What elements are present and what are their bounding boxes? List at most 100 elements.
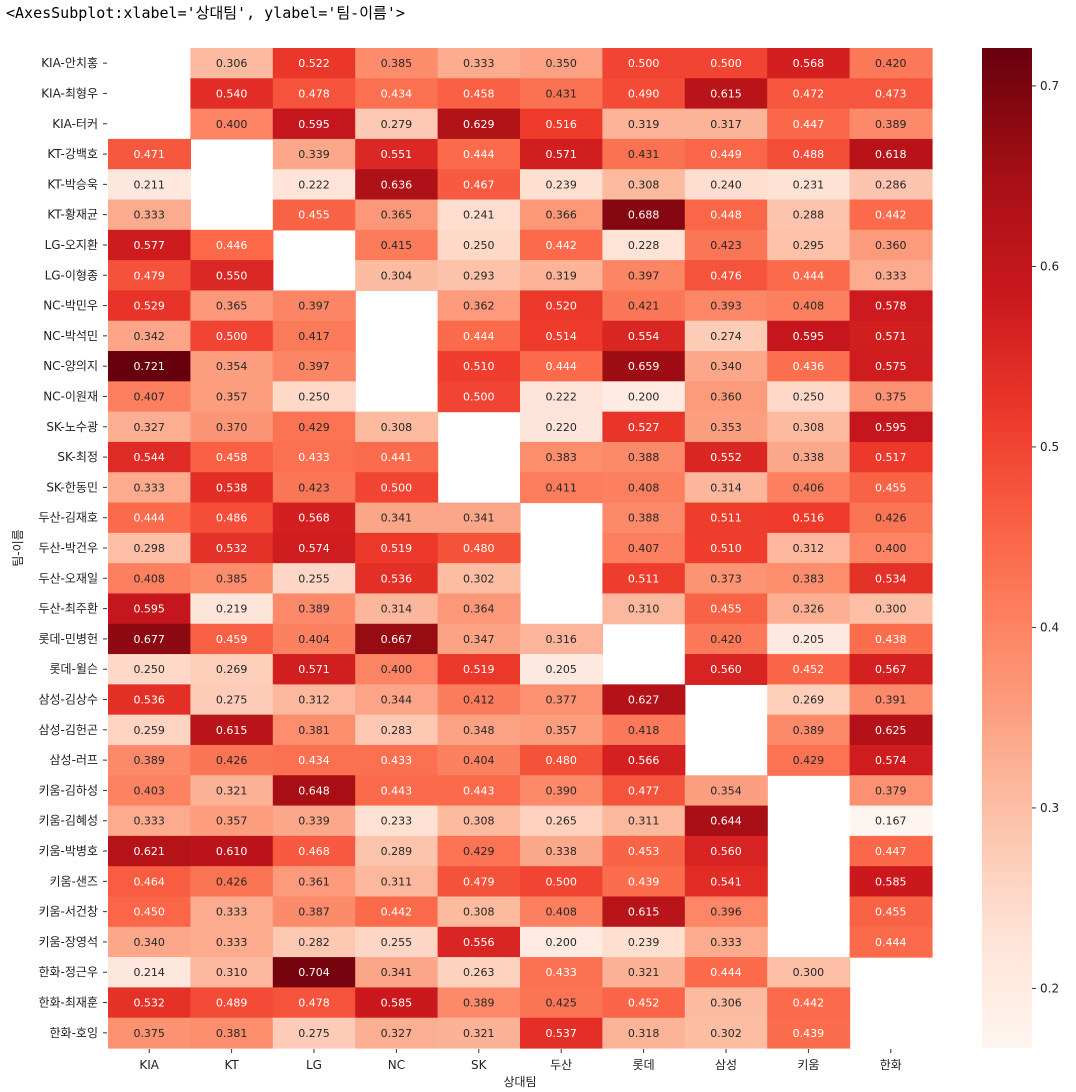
- cell-value-label: 0.400: [216, 118, 248, 131]
- cell-value-label: 0.379: [875, 784, 907, 797]
- cell-value-label: 0.364: [463, 603, 495, 616]
- heatmap-cell: [849, 775, 933, 807]
- cell-value-label: 0.585: [381, 997, 413, 1010]
- heatmap-cell: [684, 472, 768, 504]
- heatmap-cell: [190, 866, 274, 898]
- heatmap-cell: [520, 896, 603, 928]
- y-tick-label: 두산-박건우: [38, 541, 98, 555]
- cell-value-label: 0.532: [216, 542, 248, 555]
- heatmap-cell: [437, 199, 521, 231]
- heatmap-cell: [272, 320, 356, 352]
- cell-value-label: 0.265: [545, 815, 577, 828]
- heatmap-cell: [767, 169, 851, 201]
- y-tick-label: NC-박민우: [43, 299, 98, 313]
- heatmap-cell: [355, 866, 439, 898]
- cell-value-label: 0.326: [793, 603, 825, 616]
- cell-value-label: 0.459: [216, 633, 248, 646]
- heatmap-cell: [767, 714, 851, 746]
- heatmap-cell: [437, 320, 521, 352]
- cell-value-label: 0.520: [545, 300, 577, 313]
- heatmap-cell: [108, 926, 191, 958]
- cell-value-label: 0.447: [875, 845, 907, 858]
- cell-value-label: 0.431: [545, 87, 577, 100]
- heatmap-cell: [767, 593, 851, 625]
- heatmap-cell: [684, 593, 768, 625]
- heatmap-cell: [767, 563, 851, 595]
- cell-value-label: 0.444: [463, 148, 495, 161]
- x-tick-label: 삼성: [715, 1058, 737, 1072]
- cell-value-label: 0.455: [298, 209, 330, 222]
- heatmap-cell: [190, 775, 274, 807]
- heatmap-cell: [520, 199, 603, 231]
- cell-value-label: 0.478: [298, 87, 330, 100]
- y-tick-label: 삼성-러프: [50, 753, 99, 767]
- heatmap-cell: [849, 744, 933, 776]
- heatmap-cell: [437, 957, 521, 988]
- heatmap-cell: [767, 48, 851, 79]
- heatmap-cell: [355, 593, 439, 625]
- heatmap-cell: [602, 260, 686, 292]
- heatmap-cell: [520, 987, 603, 1019]
- y-tick-label: LG-오지환: [45, 238, 98, 252]
- heatmap-cell: [272, 199, 356, 231]
- heatmap-cell: [849, 320, 933, 352]
- cell-value-label: 0.522: [298, 57, 330, 70]
- heatmap-cell: [767, 78, 851, 110]
- heatmap-cell: [684, 866, 768, 898]
- heatmap-cell: [849, 260, 933, 292]
- cell-value-label: 0.443: [463, 784, 495, 797]
- cell-value-label: 0.357: [216, 390, 248, 403]
- y-tick-label: KIA-안치홍: [41, 56, 98, 70]
- heatmap-cell: [108, 320, 191, 352]
- heatmap-cell: [849, 229, 933, 261]
- cell-value-label: 0.348: [463, 724, 495, 737]
- cell-value-label: 0.458: [216, 451, 248, 464]
- x-tick-label: 키움: [797, 1058, 819, 1072]
- heatmap-cell: [602, 1017, 686, 1049]
- heatmap-cell: [520, 138, 603, 170]
- heatmap-cell: [437, 169, 521, 201]
- cell-value-label: 0.644: [710, 815, 742, 828]
- cell-value-label: 0.308: [381, 421, 413, 434]
- heatmap-cell: [684, 775, 768, 807]
- cell-value-label: 0.659: [628, 360, 660, 373]
- heatmap-cell: [272, 411, 356, 443]
- heatmap-cell: [602, 169, 686, 201]
- heatmap-cell: [437, 623, 521, 655]
- cell-value-label: 0.308: [628, 178, 660, 191]
- cell-value-label: 0.289: [381, 845, 413, 858]
- cell-value-label: 0.167: [875, 815, 907, 828]
- cell-value-label: 0.333: [463, 57, 495, 70]
- colorbar: [982, 48, 1032, 1048]
- heatmap-cell: [602, 351, 686, 382]
- heatmap-cell: [849, 199, 933, 231]
- heatmap-cell: [190, 78, 274, 110]
- cell-value-label: 0.615: [710, 87, 742, 100]
- cell-value-label: 0.321: [463, 1027, 495, 1040]
- cell-value-label: 0.408: [793, 300, 825, 313]
- cell-value-label: 0.311: [381, 875, 413, 888]
- heatmap-cell: [520, 169, 603, 201]
- cell-value-label: 0.279: [381, 118, 413, 131]
- cell-value-label: 0.420: [710, 633, 742, 646]
- cell-value-label: 0.577: [133, 239, 165, 252]
- heatmap-cell: [849, 866, 933, 898]
- heatmap-cell: [108, 169, 191, 201]
- cell-value-label: 0.365: [381, 209, 413, 222]
- heatmap-cell: [602, 593, 686, 625]
- heatmap-cell: [355, 138, 439, 170]
- heatmap-cell: [355, 563, 439, 595]
- cell-value-label: 0.536: [381, 572, 413, 585]
- cell-value-label: 0.479: [133, 269, 165, 282]
- heatmap-cell: [108, 290, 191, 322]
- heatmap-cell: [355, 835, 439, 867]
- cell-value-label: 0.400: [875, 542, 907, 555]
- cell-value-label: 0.357: [545, 724, 577, 737]
- cell-value-label: 0.360: [875, 239, 907, 252]
- heatmap-cell: [272, 623, 356, 655]
- heatmap-cell: [108, 714, 191, 746]
- heatmap-cell: [355, 987, 439, 1019]
- heatmap-cell: [520, 320, 603, 352]
- cell-value-label: 0.311: [628, 815, 660, 828]
- heatmap-cell: [520, 260, 603, 292]
